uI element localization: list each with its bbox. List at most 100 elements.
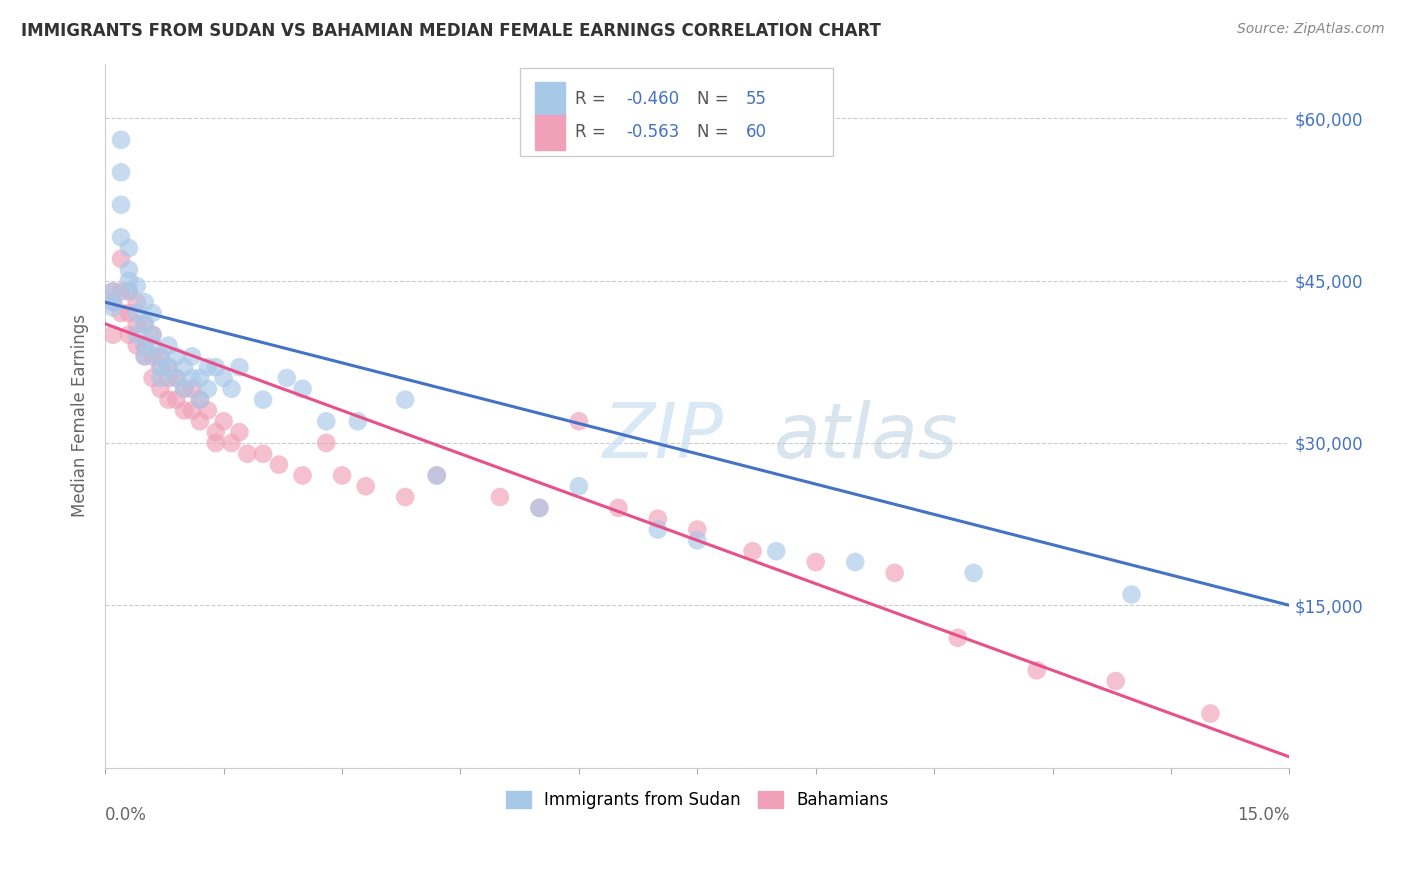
Point xyxy=(212,414,235,428)
Point xyxy=(101,285,124,299)
Text: -0.460: -0.460 xyxy=(626,90,679,108)
Point xyxy=(173,382,195,396)
Point xyxy=(110,198,132,212)
Point xyxy=(165,392,187,407)
Point xyxy=(134,317,156,331)
Point xyxy=(188,392,211,407)
Point xyxy=(125,327,148,342)
Point xyxy=(252,447,274,461)
Point xyxy=(276,371,298,385)
Point xyxy=(118,274,141,288)
Point xyxy=(315,436,337,450)
Point xyxy=(101,295,124,310)
Point xyxy=(125,338,148,352)
Text: -0.563: -0.563 xyxy=(626,123,679,141)
Point xyxy=(568,414,591,428)
Point xyxy=(157,360,180,375)
Text: 15.0%: 15.0% xyxy=(1237,806,1289,824)
Point xyxy=(142,371,165,385)
Point xyxy=(804,555,827,569)
Point xyxy=(962,566,984,580)
Point xyxy=(529,500,551,515)
Text: atlas: atlas xyxy=(775,400,959,474)
Point xyxy=(228,425,250,439)
Point xyxy=(204,436,226,450)
Point xyxy=(426,468,449,483)
Point xyxy=(173,360,195,375)
Point xyxy=(118,262,141,277)
Bar xyxy=(536,82,565,117)
Point xyxy=(647,512,669,526)
Text: IMMIGRANTS FROM SUDAN VS BAHAMIAN MEDIAN FEMALE EARNINGS CORRELATION CHART: IMMIGRANTS FROM SUDAN VS BAHAMIAN MEDIAN… xyxy=(21,22,882,40)
Point xyxy=(149,349,172,363)
Point xyxy=(165,349,187,363)
Point xyxy=(741,544,763,558)
Point xyxy=(181,403,204,417)
Point xyxy=(212,371,235,385)
Point xyxy=(529,500,551,515)
Point xyxy=(118,285,141,299)
Point xyxy=(883,566,905,580)
Point xyxy=(173,382,195,396)
Point xyxy=(394,392,416,407)
Point xyxy=(844,555,866,569)
Point xyxy=(236,447,259,461)
Point xyxy=(394,490,416,504)
Point xyxy=(157,360,180,375)
Point xyxy=(204,425,226,439)
Text: Source: ZipAtlas.com: Source: ZipAtlas.com xyxy=(1237,22,1385,37)
Point xyxy=(765,544,787,558)
Text: 60: 60 xyxy=(745,123,766,141)
Point xyxy=(118,327,141,342)
Point xyxy=(173,403,195,417)
Y-axis label: Median Female Earnings: Median Female Earnings xyxy=(72,314,89,517)
Point xyxy=(110,165,132,179)
Text: ZIP: ZIP xyxy=(603,400,724,474)
Point xyxy=(221,436,243,450)
Point xyxy=(330,468,353,483)
FancyBboxPatch shape xyxy=(520,68,834,155)
Point xyxy=(686,523,709,537)
Point xyxy=(142,338,165,352)
Point xyxy=(315,414,337,428)
Point xyxy=(347,414,370,428)
Point xyxy=(188,392,211,407)
Point xyxy=(426,468,449,483)
Point xyxy=(149,382,172,396)
Point xyxy=(181,371,204,385)
Point xyxy=(946,631,969,645)
Point xyxy=(134,317,156,331)
Text: N =: N = xyxy=(697,123,734,141)
Point xyxy=(197,360,219,375)
Point xyxy=(204,360,226,375)
Text: R =: R = xyxy=(575,90,612,108)
Point xyxy=(165,371,187,385)
Point xyxy=(125,279,148,293)
Point xyxy=(1121,587,1143,601)
Point xyxy=(149,349,172,363)
Point xyxy=(1105,674,1128,689)
Point xyxy=(197,382,219,396)
Point xyxy=(101,285,124,299)
Point xyxy=(157,371,180,385)
Point xyxy=(142,327,165,342)
Point xyxy=(267,458,290,472)
Point xyxy=(125,295,148,310)
Point xyxy=(101,295,124,310)
Point xyxy=(647,523,669,537)
Point xyxy=(1025,663,1047,677)
Point xyxy=(165,371,187,385)
Point xyxy=(118,306,141,320)
Text: 0.0%: 0.0% xyxy=(105,806,148,824)
Point xyxy=(110,252,132,266)
Point xyxy=(568,479,591,493)
Point xyxy=(228,360,250,375)
Point xyxy=(149,360,172,375)
Point xyxy=(291,468,314,483)
Point xyxy=(110,285,132,299)
Legend: Immigrants from Sudan, Bahamians: Immigrants from Sudan, Bahamians xyxy=(499,784,896,815)
Point xyxy=(101,327,124,342)
Text: N =: N = xyxy=(697,90,734,108)
Point xyxy=(110,133,132,147)
Point xyxy=(686,533,709,548)
